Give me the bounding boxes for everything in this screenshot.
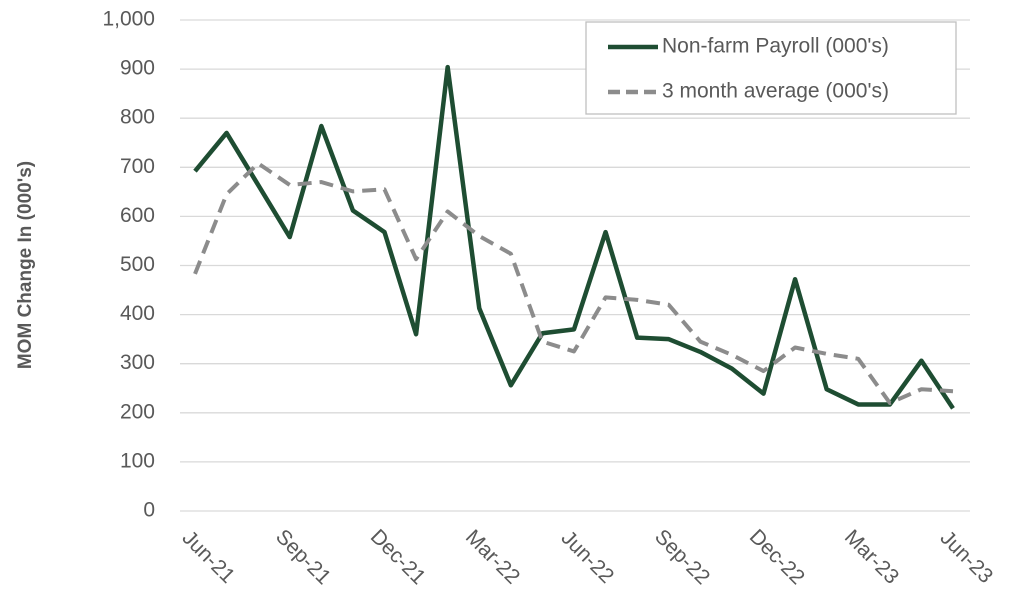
x-tick-label: Dec-22 bbox=[745, 525, 809, 589]
y-tick-label: 400 bbox=[120, 302, 155, 325]
y-tick-label: 100 bbox=[120, 449, 155, 472]
y-tick-label: 0 bbox=[143, 499, 155, 522]
x-tick-label: Jun-22 bbox=[557, 526, 619, 588]
x-tick-label: Dec-21 bbox=[366, 525, 430, 589]
y-tick-label: 800 bbox=[120, 106, 155, 129]
x-tick-label: Mar-22 bbox=[461, 525, 524, 588]
y-tick-label: 500 bbox=[120, 253, 155, 276]
x-tick-label: Sep-22 bbox=[650, 525, 714, 589]
legend-label: Non-farm Payroll (000's) bbox=[662, 35, 889, 58]
x-tick-label: Sep-21 bbox=[271, 525, 335, 589]
y-tick-label: 200 bbox=[120, 400, 155, 423]
y-tick-label: 900 bbox=[120, 57, 155, 80]
legend-box bbox=[585, 21, 957, 115]
y-tick-label: 1,000 bbox=[102, 8, 155, 31]
series-line bbox=[193, 64, 955, 410]
y-tick-label: 600 bbox=[120, 204, 155, 227]
y-tick-label: 700 bbox=[120, 155, 155, 178]
x-tick-label: Mar-23 bbox=[840, 525, 903, 588]
x-tick-label: Jun-21 bbox=[178, 526, 240, 588]
series-line bbox=[193, 161, 954, 405]
y-axis-title: MOM Change In (000's) bbox=[15, 161, 36, 369]
x-tick-label: Jun-23 bbox=[936, 526, 998, 588]
legend-label: 3 month average (000's) bbox=[662, 80, 889, 103]
y-tick-label: 300 bbox=[120, 351, 155, 374]
